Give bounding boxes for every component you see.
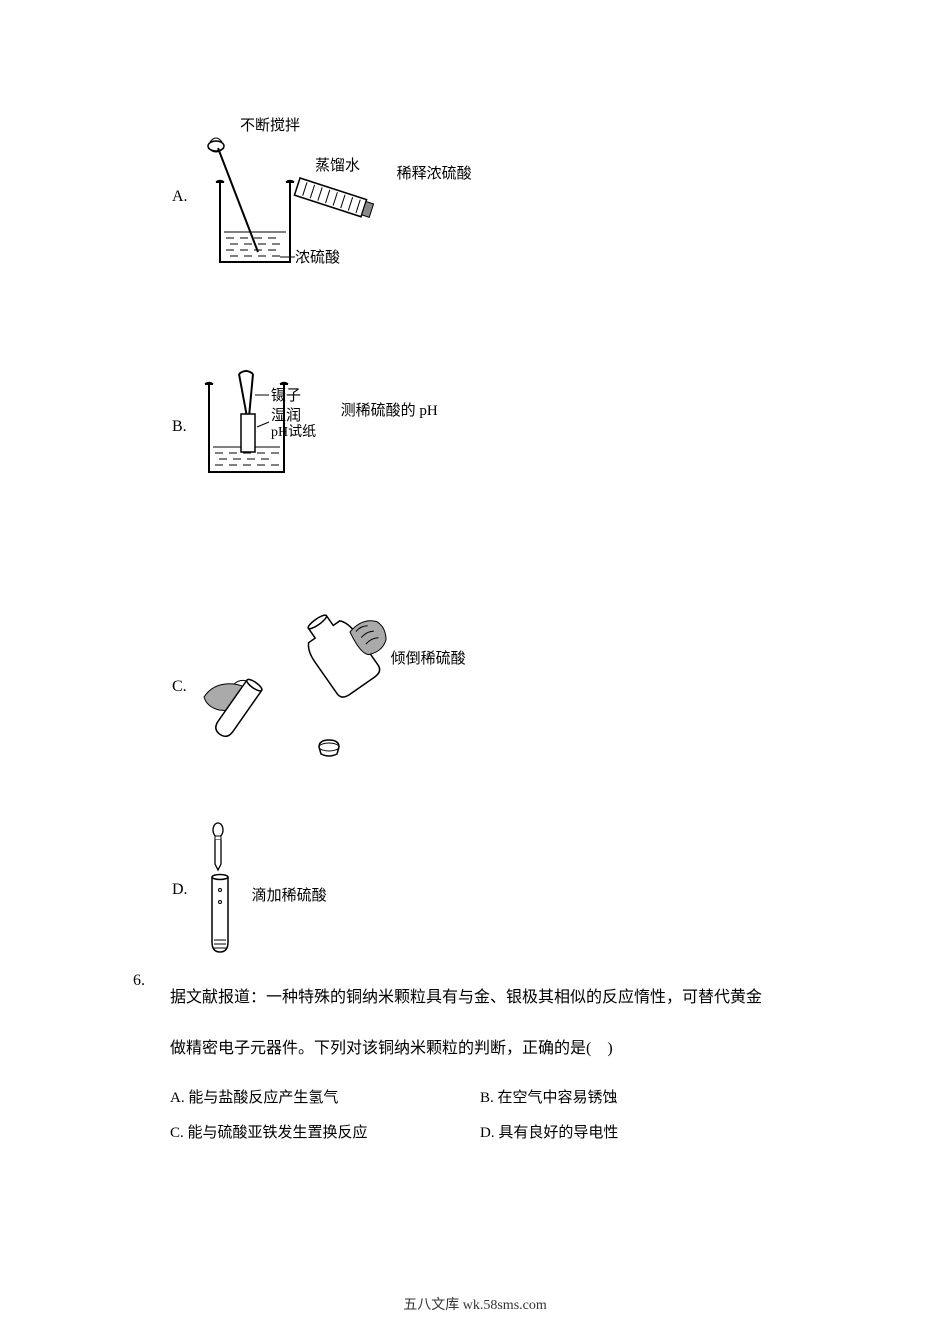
option-b: B. 镊子 湿润 pH试纸 测稀 [172,362,438,492]
q6-text: 据文献报道：一种特殊的铜纳米颗粒具有与金、银极其相似的反应惰性，可替代黄金 做精… [170,972,856,1074]
option-a: A. 不断搅拌 蒸馏水 浓硫酸 [172,112,472,282]
label-wet: 湿润 [271,407,301,424]
label-water: 蒸馏水 [315,157,360,174]
option-b-diagram: 镊子 湿润 pH试纸 [199,362,379,492]
q6-option-a: A. 能与盐酸反应产生氢气 [170,1086,480,1107]
option-b-letter: B. [172,418,187,436]
option-c-caption: 倾倒稀硫酸 [391,647,466,668]
option-a-diagram: 不断搅拌 蒸馏水 浓硫酸 [200,112,420,282]
q6-option-d: D. 具有良好的导电性 [480,1121,790,1142]
option-d-diagram [200,822,250,957]
label-paper: pH试纸 [271,424,316,440]
q6-text-line2: 做精密电子元器件。下列对该铜纳米颗粒的判断，正确的是( ) [170,1040,613,1057]
q6-options: A. 能与盐酸反应产生氢气 B. 在空气中容易锈蚀 C. 能与硫酸亚铁发生置换反… [170,1086,856,1142]
footer: 五八文库 wk.58sms.com [0,1294,950,1314]
q6-number: 6. [133,972,145,990]
option-d-caption: 滴加稀硫酸 [252,884,327,905]
option-a-caption: 稀释浓硫酸 [397,162,472,183]
q6-text-line1: 据文献报道：一种特殊的铜纳米颗粒具有与金、银极其相似的反应惰性，可替代黄金 [170,989,762,1006]
label-acid: 浓硫酸 [295,249,340,266]
q6-option-b: B. 在空气中容易锈蚀 [480,1086,790,1107]
question-6: 6. 据文献报道：一种特殊的铜纳米颗粒具有与金、银极其相似的反应惰性，可替代黄金… [136,972,856,1156]
option-b-caption: 测稀硫酸的 pH [341,399,438,420]
option-c: C. [172,602,466,772]
option-a-letter: A. [172,188,188,206]
option-c-diagram [199,602,399,772]
label-stir: 不断搅拌 [240,117,300,134]
option-d-letter: D. [172,881,188,899]
option-d: D. 滴加稀硫酸 [172,822,327,957]
option-c-letter: C. [172,678,187,696]
label-tweezers: 镊子 [271,387,301,404]
q6-option-c: C. 能与硫酸亚铁发生置换反应 [170,1121,480,1142]
